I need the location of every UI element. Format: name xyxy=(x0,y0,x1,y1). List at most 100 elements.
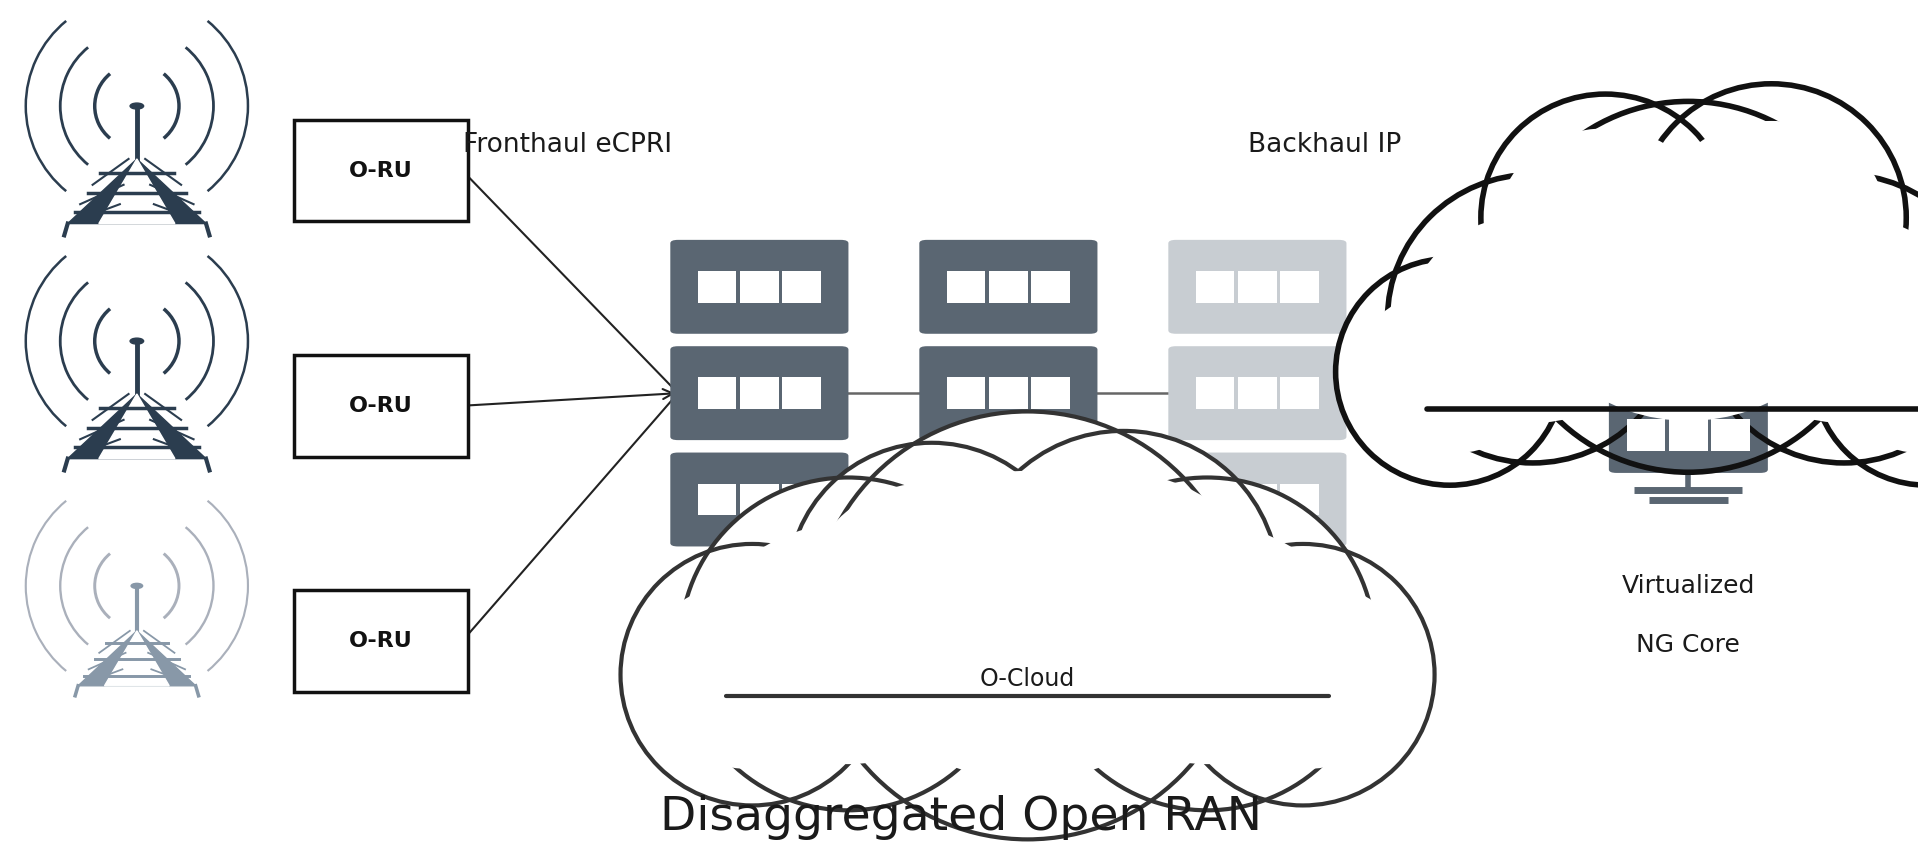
FancyBboxPatch shape xyxy=(670,346,849,440)
FancyBboxPatch shape xyxy=(1669,419,1708,451)
Text: O-RU: O-RU xyxy=(350,631,413,650)
Ellipse shape xyxy=(809,483,1055,689)
FancyBboxPatch shape xyxy=(1627,251,1666,283)
FancyBboxPatch shape xyxy=(1239,377,1277,409)
FancyBboxPatch shape xyxy=(1197,271,1235,303)
FancyBboxPatch shape xyxy=(947,483,985,516)
Ellipse shape xyxy=(1831,290,1921,454)
FancyBboxPatch shape xyxy=(782,483,820,516)
FancyBboxPatch shape xyxy=(740,271,778,303)
FancyBboxPatch shape xyxy=(1712,251,1750,283)
FancyBboxPatch shape xyxy=(782,271,820,303)
Ellipse shape xyxy=(1039,477,1375,811)
Ellipse shape xyxy=(788,443,1076,728)
FancyBboxPatch shape xyxy=(920,453,1097,546)
Text: Disaggregated Open RAN: Disaggregated Open RAN xyxy=(659,795,1262,840)
FancyBboxPatch shape xyxy=(1168,453,1347,546)
Ellipse shape xyxy=(1698,175,1921,463)
Circle shape xyxy=(131,583,142,589)
Circle shape xyxy=(131,103,144,109)
FancyBboxPatch shape xyxy=(989,271,1028,303)
Ellipse shape xyxy=(1813,259,1921,485)
FancyBboxPatch shape xyxy=(1281,377,1318,409)
Text: Fronthaul eCPRI: Fronthaul eCPRI xyxy=(463,132,672,159)
FancyBboxPatch shape xyxy=(1239,483,1277,516)
Ellipse shape xyxy=(1172,544,1435,806)
FancyBboxPatch shape xyxy=(1281,483,1318,516)
Text: O-RU: O-RU xyxy=(350,396,413,416)
FancyBboxPatch shape xyxy=(1610,398,1767,473)
FancyBboxPatch shape xyxy=(294,120,469,221)
FancyBboxPatch shape xyxy=(1239,271,1277,303)
Text: Virtualized: Virtualized xyxy=(1621,574,1756,598)
FancyBboxPatch shape xyxy=(989,377,1028,409)
FancyBboxPatch shape xyxy=(294,590,469,692)
Ellipse shape xyxy=(705,524,991,764)
FancyBboxPatch shape xyxy=(1168,346,1347,440)
FancyBboxPatch shape xyxy=(1712,335,1750,367)
FancyBboxPatch shape xyxy=(947,271,985,303)
Ellipse shape xyxy=(1481,94,1731,341)
FancyBboxPatch shape xyxy=(1032,271,1070,303)
FancyBboxPatch shape xyxy=(1281,271,1318,303)
FancyBboxPatch shape xyxy=(294,355,469,456)
FancyBboxPatch shape xyxy=(1610,230,1767,305)
Ellipse shape xyxy=(1410,215,1656,423)
FancyBboxPatch shape xyxy=(697,271,736,303)
Ellipse shape xyxy=(1352,290,1546,454)
Polygon shape xyxy=(79,631,196,686)
Text: O-DU: O-DU xyxy=(726,625,793,649)
FancyBboxPatch shape xyxy=(1627,419,1666,451)
Text: O-CU: O-CU xyxy=(976,625,1041,649)
FancyBboxPatch shape xyxy=(1610,314,1767,389)
FancyBboxPatch shape xyxy=(711,650,1343,696)
FancyBboxPatch shape xyxy=(947,377,985,409)
Ellipse shape xyxy=(991,474,1256,697)
FancyBboxPatch shape xyxy=(1712,419,1750,451)
FancyBboxPatch shape xyxy=(1032,377,1070,409)
Polygon shape xyxy=(98,159,175,224)
Ellipse shape xyxy=(1502,102,1875,472)
Ellipse shape xyxy=(1529,153,1848,421)
Text: Near-RT RIC: Near-RT RIC xyxy=(1183,625,1331,649)
Ellipse shape xyxy=(1191,580,1416,769)
FancyBboxPatch shape xyxy=(1669,251,1708,283)
Ellipse shape xyxy=(640,580,864,769)
FancyBboxPatch shape xyxy=(670,453,849,546)
Ellipse shape xyxy=(1721,215,1921,423)
Ellipse shape xyxy=(1335,259,1564,485)
Ellipse shape xyxy=(680,477,1016,811)
FancyBboxPatch shape xyxy=(697,483,736,516)
Polygon shape xyxy=(98,394,175,459)
Ellipse shape xyxy=(845,471,1210,780)
FancyBboxPatch shape xyxy=(740,377,778,409)
Text: O-Cloud: O-Cloud xyxy=(980,667,1076,690)
FancyBboxPatch shape xyxy=(740,483,778,516)
Ellipse shape xyxy=(968,431,1279,740)
Text: O-RU: O-RU xyxy=(350,160,413,181)
Ellipse shape xyxy=(1500,128,1712,307)
FancyBboxPatch shape xyxy=(920,240,1097,334)
FancyBboxPatch shape xyxy=(1669,335,1708,367)
FancyBboxPatch shape xyxy=(1032,483,1070,516)
FancyBboxPatch shape xyxy=(1168,240,1347,334)
Ellipse shape xyxy=(620,544,884,806)
FancyBboxPatch shape xyxy=(782,377,820,409)
Text: NG Core: NG Core xyxy=(1637,633,1740,657)
Ellipse shape xyxy=(1637,84,1906,352)
FancyBboxPatch shape xyxy=(1197,483,1235,516)
Ellipse shape xyxy=(1387,175,1679,463)
FancyBboxPatch shape xyxy=(1414,329,1921,409)
Circle shape xyxy=(131,338,144,344)
FancyBboxPatch shape xyxy=(670,240,849,334)
FancyBboxPatch shape xyxy=(989,483,1028,516)
Polygon shape xyxy=(67,159,206,224)
Ellipse shape xyxy=(813,411,1243,840)
Ellipse shape xyxy=(1656,121,1886,315)
FancyBboxPatch shape xyxy=(1627,335,1666,367)
FancyBboxPatch shape xyxy=(920,346,1097,440)
FancyBboxPatch shape xyxy=(697,377,736,409)
Polygon shape xyxy=(67,394,206,459)
Polygon shape xyxy=(104,631,169,686)
Ellipse shape xyxy=(1064,524,1350,764)
